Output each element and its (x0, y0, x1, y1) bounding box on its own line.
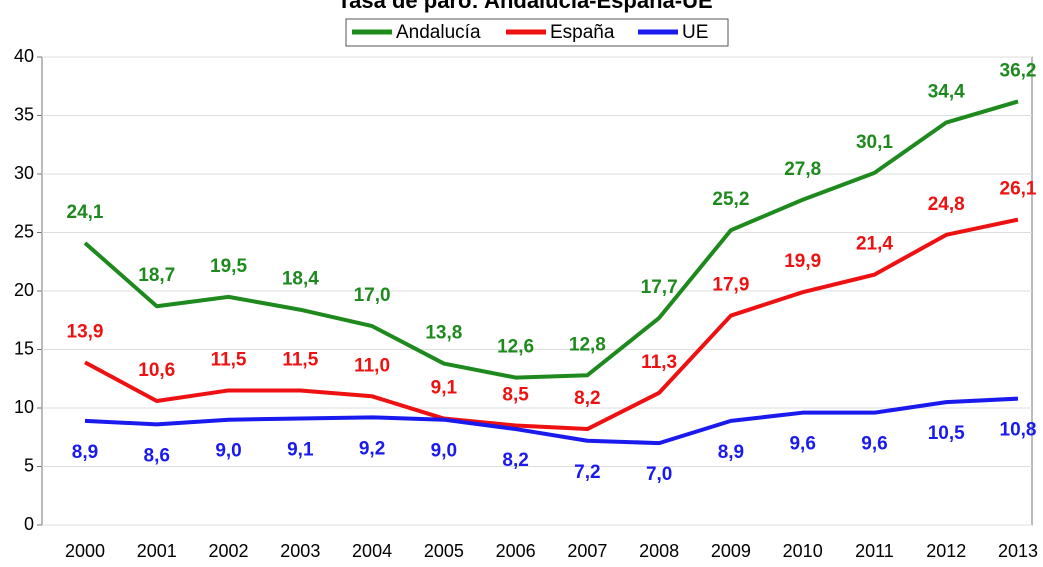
y-tick-label: 25 (14, 221, 34, 241)
x-tick-label: 2013 (998, 541, 1038, 561)
legend-label: Andalucía (396, 22, 481, 43)
x-tick-label: 2006 (496, 541, 536, 561)
data-label: 34,4 (928, 82, 965, 103)
data-label: 10,6 (138, 360, 175, 381)
x-tick-label: 2012 (926, 541, 966, 561)
data-label: 8,5 (502, 385, 529, 406)
data-label: 10,8 (1000, 420, 1037, 441)
chart-title: Tasa de paro: Andalucía-España-UE (337, 0, 712, 13)
y-tick-label: 30 (14, 163, 34, 183)
x-tick-label: 2010 (783, 541, 823, 561)
y-tick-label: 15 (14, 338, 34, 358)
x-tick-label: 2011 (855, 541, 894, 561)
legend-label: España (550, 22, 615, 43)
data-label: 27,8 (784, 159, 821, 180)
data-label: 17,9 (712, 275, 749, 296)
data-label: 7,2 (574, 462, 600, 483)
data-label: 13,8 (425, 323, 462, 344)
y-tick-label: 35 (14, 104, 34, 124)
y-tick-label: 5 (24, 455, 34, 475)
data-label: 9,6 (789, 434, 815, 455)
data-label: 7,0 (646, 464, 672, 485)
x-tick-label: 2007 (567, 541, 607, 561)
data-label: 19,9 (784, 251, 821, 272)
data-label: 9,0 (431, 441, 457, 462)
data-label: 8,2 (502, 450, 528, 471)
x-tick-label: 2009 (711, 541, 751, 561)
x-tick-label: 2004 (352, 541, 392, 561)
x-tick-label: 2008 (639, 541, 679, 561)
data-label: 18,4 (282, 269, 319, 290)
data-label: 8,9 (72, 442, 98, 463)
x-tick-label: 2003 (280, 541, 320, 561)
line-series (84, 396, 1019, 446)
data-label: 12,8 (569, 334, 606, 355)
data-label: 17,7 (641, 277, 678, 298)
data-label: 9,0 (215, 441, 241, 462)
data-label: 17,0 (354, 285, 391, 306)
data-label: 30,1 (856, 132, 893, 153)
data-label: 10,5 (928, 423, 965, 444)
y-tick-label: 0 (24, 514, 34, 534)
data-label: 9,1 (287, 440, 314, 461)
data-label: 24,8 (928, 194, 965, 215)
x-tick-label: 2000 (65, 541, 105, 561)
x-tick-label: 2002 (209, 541, 249, 561)
data-label: 25,2 (712, 189, 749, 210)
data-label: 19,5 (210, 256, 247, 277)
x-tick-label: 2005 (424, 541, 464, 561)
y-tick-label: 40 (14, 46, 34, 66)
y-tick-label: 20 (14, 280, 34, 300)
data-label: 13,9 (67, 321, 104, 342)
x-tick-label: 2001 (137, 541, 177, 561)
legend-label: UE (682, 22, 708, 43)
line-series (84, 217, 1019, 432)
data-label: 9,1 (431, 378, 458, 399)
data-label: 36,2 (1000, 60, 1037, 81)
data-label: 8,9 (718, 442, 744, 463)
y-tick-label: 10 (14, 397, 34, 417)
data-label: 11,0 (354, 355, 390, 376)
line-series (83, 99, 1019, 380)
data-label: 9,6 (861, 434, 887, 455)
data-label: 26,1 (1000, 179, 1037, 200)
data-label: 9,2 (359, 438, 385, 459)
data-label: 11,3 (641, 352, 677, 373)
data-label: 18,7 (138, 265, 175, 286)
data-label: 11,5 (211, 349, 247, 370)
data-label: 8,6 (144, 445, 170, 466)
data-label: 11,5 (282, 349, 318, 370)
data-label: 8,2 (574, 388, 600, 409)
data-label: 24,1 (67, 202, 104, 223)
data-label: 12,6 (497, 337, 534, 358)
data-label: 21,4 (856, 234, 893, 255)
